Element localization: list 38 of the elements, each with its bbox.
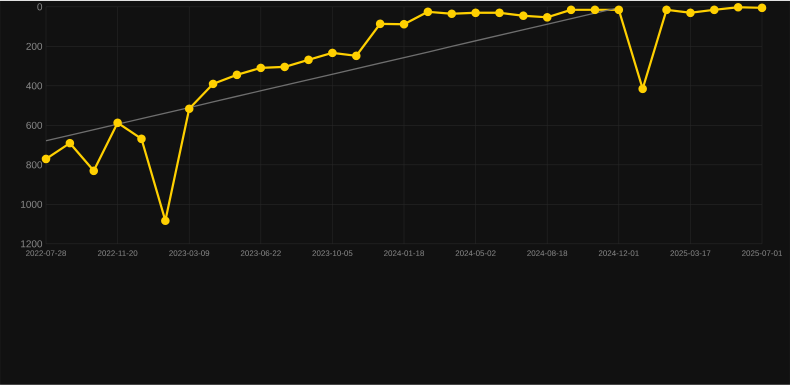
point (208, 80, 218, 88)
point (161, 216, 170, 226)
point (686, 8, 695, 18)
point (352, 52, 361, 60)
point (566, 6, 576, 14)
point (42, 154, 50, 164)
point (400, 20, 408, 29)
point (495, 8, 504, 18)
point (519, 12, 528, 20)
point (471, 8, 480, 18)
point (89, 166, 98, 176)
point (447, 10, 456, 18)
y-tick-label: 1200 (21, 240, 42, 248)
point (304, 56, 313, 64)
point (66, 138, 74, 148)
y-tick-label: 600 (26, 122, 42, 129)
y-tick-label: 200 (26, 42, 42, 50)
point (758, 4, 766, 12)
point (638, 84, 647, 94)
point (424, 8, 432, 16)
point (184, 104, 194, 114)
y-tick-label: 400 (26, 82, 42, 90)
point (662, 6, 671, 14)
point (256, 64, 266, 72)
point (137, 134, 146, 144)
y-tick-label: 0 (37, 3, 42, 10)
point (113, 118, 122, 128)
point (614, 6, 624, 14)
point (590, 6, 600, 14)
point (734, 3, 742, 12)
point (232, 70, 242, 80)
point (376, 20, 384, 28)
point (542, 13, 552, 22)
y-tick-label: 1000 (21, 200, 42, 208)
y-tick-label: 800 (26, 161, 42, 168)
point (710, 6, 719, 14)
point (280, 62, 289, 72)
point (328, 48, 337, 58)
